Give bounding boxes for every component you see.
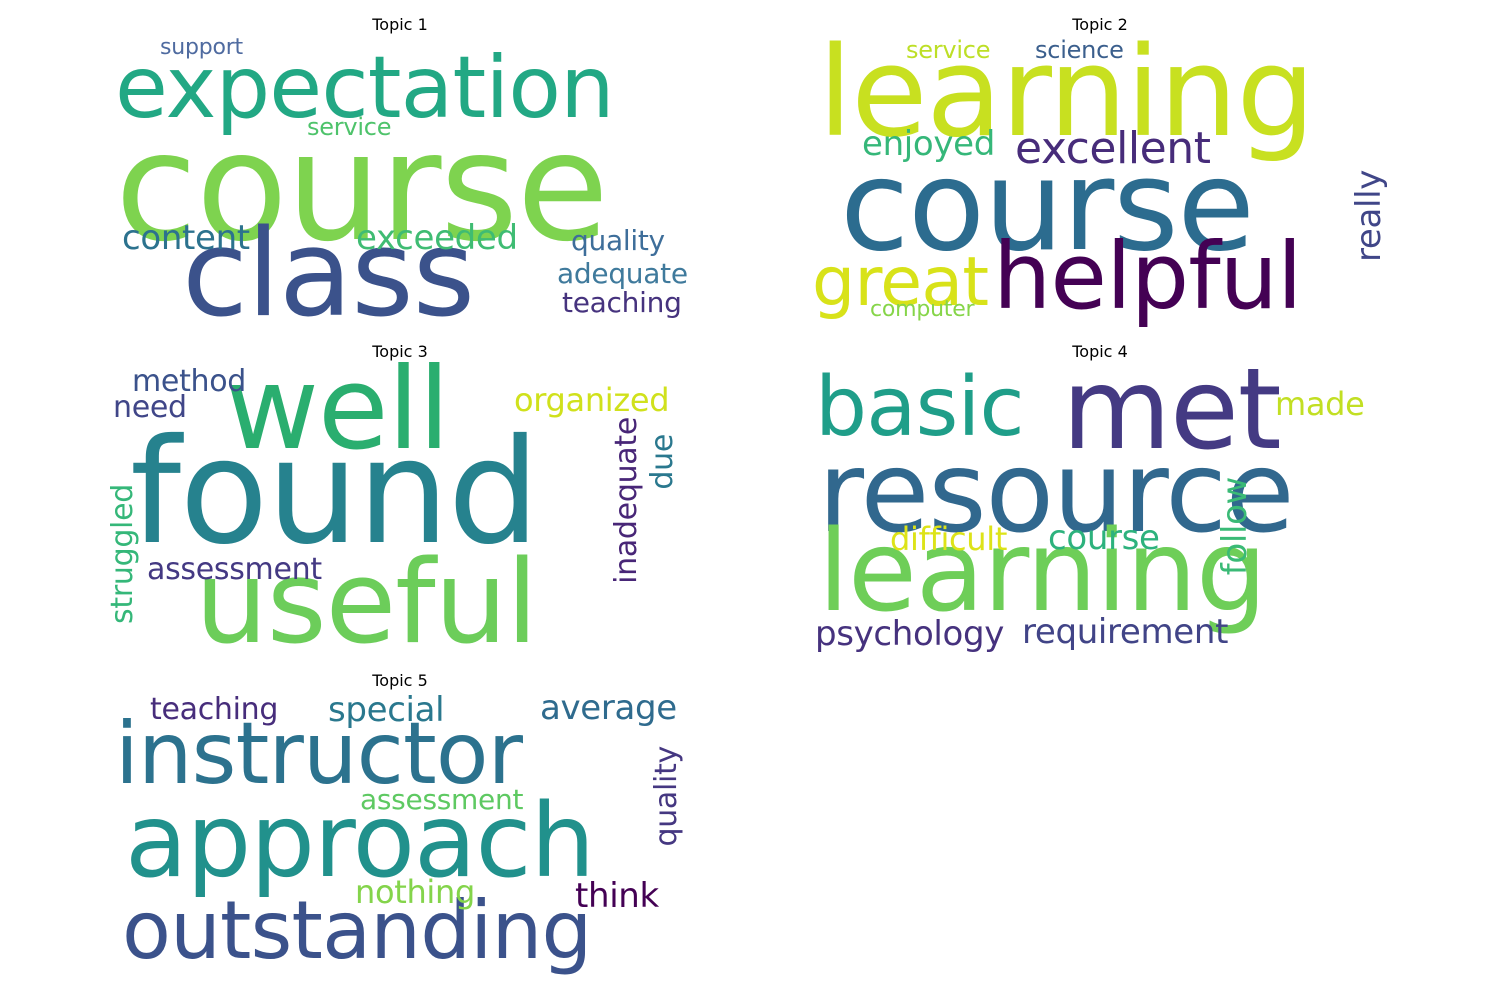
topic-title: Topic 5 [372,671,428,690]
word-cloud: course expectation class support service… [110,35,690,335]
word-quality: quality [649,746,684,847]
word-basic: basic [815,362,1025,455]
word-great: great [812,243,989,322]
word-resource: resource [818,428,1295,558]
word-computer: computer [870,297,975,322]
word-learning: learning [818,35,1315,165]
word-difficult: difficult [890,520,1008,558]
word-support: support [160,35,243,60]
topic-panel-2: Topic 2 learning course helpful great ex… [810,15,1390,335]
word-course: course [115,101,609,275]
word-adequate: adequate [557,257,688,290]
word-course: course [840,132,1255,279]
word-due: due [645,434,680,490]
word-service: service [906,36,991,64]
word-teaching: teaching [562,286,682,319]
word-inadequate: inadequate [609,417,644,584]
topic-title: Topic 2 [1072,15,1128,34]
word-learning: learning [818,507,1267,637]
word-need: need [113,390,187,425]
word-teaching: teaching [150,692,279,727]
word-quality: quality [571,224,665,257]
word-cloud: resource learning met basic made difficu… [810,362,1390,662]
word-organized: organized [514,381,670,419]
word-cloud: instructor approach outstanding teaching… [110,691,690,991]
word-think: think [575,876,659,916]
topic-title: Topic 3 [372,342,428,361]
word-assessment: assessment [147,552,322,587]
topic-title: Topic 1 [372,15,428,34]
word-course: course [1048,518,1160,558]
topic-panel-5: Topic 5 instructor approach outstanding … [110,671,690,991]
word-met: met [1062,362,1282,475]
word-cloud: learning course helpful great excellent … [810,35,1390,335]
word-expectation: expectation [115,38,615,138]
word-method: method [132,364,247,399]
word-psychology: psychology [815,614,1005,654]
word-service: service [307,113,392,141]
word-found: found [130,408,540,577]
topic-panel-1: Topic 1 course expectation class support… [110,15,690,335]
word-requirement: requirement [1022,612,1229,652]
word-well: well [225,362,450,476]
word-outstanding: outstanding [122,884,592,977]
word-useful: useful [195,536,538,662]
topic-title: Topic 4 [1072,342,1128,361]
word-instructor: instructor [115,704,523,804]
word-class: class [182,205,475,335]
word-helpful: helpful [993,223,1303,330]
word-special: special [328,691,445,730]
word-struggled: struggled [110,484,140,624]
topic-panel-3: Topic 3 found well useful method need or… [110,342,690,662]
word-assessment: assessment [360,783,524,816]
word-content: content [122,218,250,258]
word-excellent: excellent [1015,123,1211,174]
word-nothing: nothing [355,873,475,911]
topic-panel-4: Topic 4 resource learning met basic made… [810,342,1390,662]
word-cloud: found well useful method need organized … [110,362,690,662]
word-exceeded: exceeded [356,218,518,258]
word-enjoyed: enjoyed [862,124,995,164]
word-approach: approach [125,782,595,901]
word-average: average [540,691,677,728]
word-really: really [1349,170,1389,262]
word-follow: follow [1215,477,1255,576]
word-science: science [1035,36,1124,64]
word-made: made [1275,385,1365,423]
